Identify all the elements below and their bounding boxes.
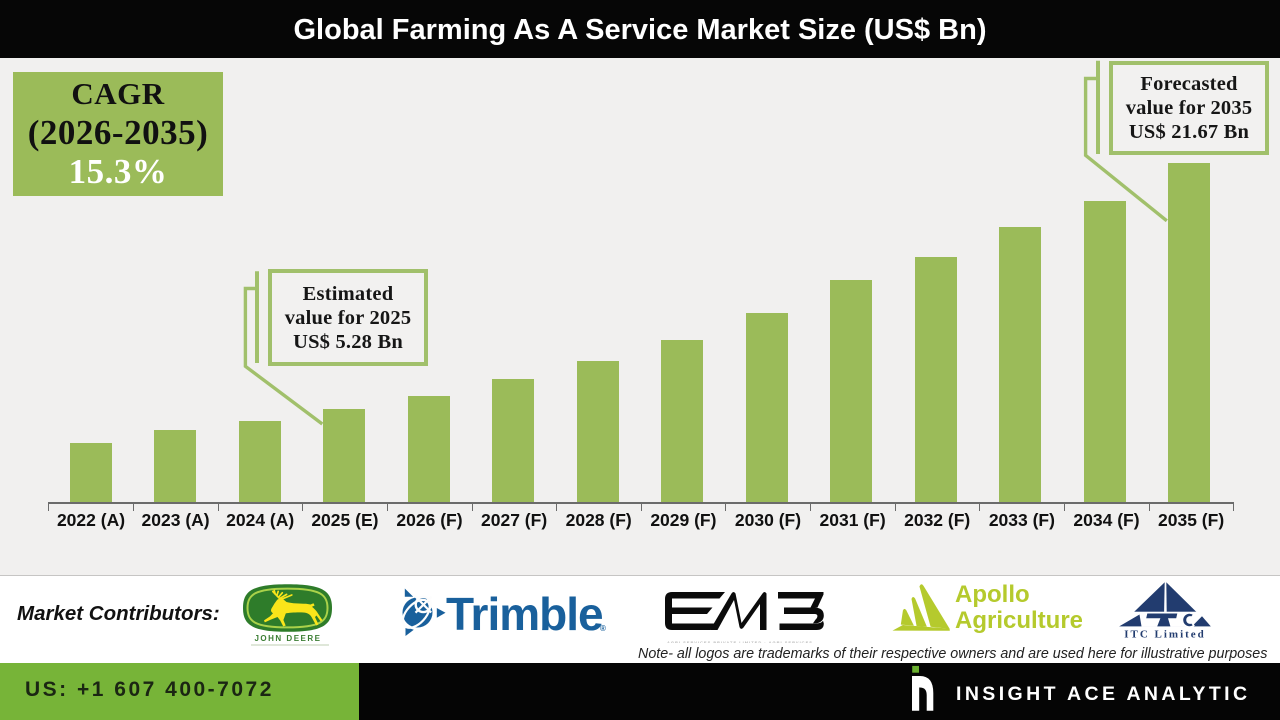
svg-text:JOHN DEERE: JOHN DEERE	[254, 634, 321, 643]
svg-text:ITC Limited: ITC Limited	[1124, 629, 1206, 641]
svg-text:®: ®	[600, 624, 606, 633]
svg-text:Trimble: Trimble	[446, 588, 603, 640]
svg-text:Apollo: Apollo	[955, 581, 1030, 608]
svg-text:Agriculture: Agriculture	[955, 607, 1082, 634]
